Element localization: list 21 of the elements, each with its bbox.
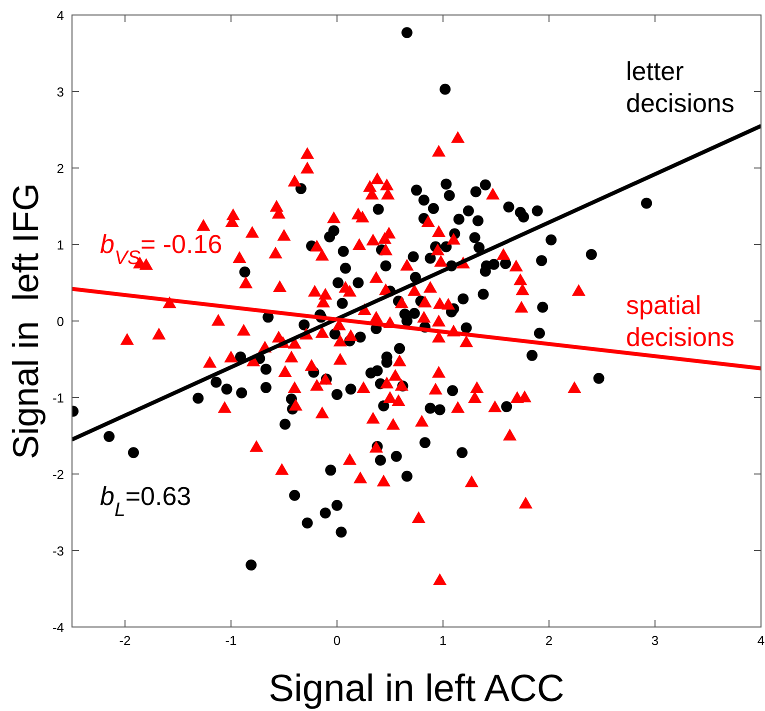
y-tick-label: 0 bbox=[56, 314, 64, 329]
x-tick-label: 4 bbox=[757, 633, 765, 648]
y-tick-label: -3 bbox=[52, 544, 64, 558]
x-axis-title: Signal in left ACC bbox=[268, 668, 564, 710]
y-tick-label: -4 bbox=[52, 620, 64, 635]
y-tick-label: -1 bbox=[52, 390, 64, 406]
y-tick-label: 1 bbox=[56, 238, 64, 252]
x-tick-label: -1 bbox=[225, 633, 237, 648]
annotation: b$_{L}$=0.63 bbox=[100, 481, 192, 521]
y-tick-label: 2 bbox=[56, 161, 64, 176]
x-tick-label: 2 bbox=[545, 633, 553, 648]
y-tick-label: 3 bbox=[56, 84, 64, 100]
x-tick-label: -2 bbox=[119, 633, 131, 648]
y-tick-label: -2 bbox=[52, 467, 64, 482]
y-axis-title: Signal in left IFG bbox=[5, 182, 46, 460]
series-label: spatial decisions bbox=[626, 290, 734, 352]
text: letter decisions bbox=[626, 56, 734, 118]
x-tick-label: 3 bbox=[651, 633, 659, 648]
x-tick-label: 1 bbox=[439, 633, 447, 648]
y-tick-label: 4 bbox=[56, 8, 64, 23]
x-tick-label: 0 bbox=[333, 633, 341, 648]
